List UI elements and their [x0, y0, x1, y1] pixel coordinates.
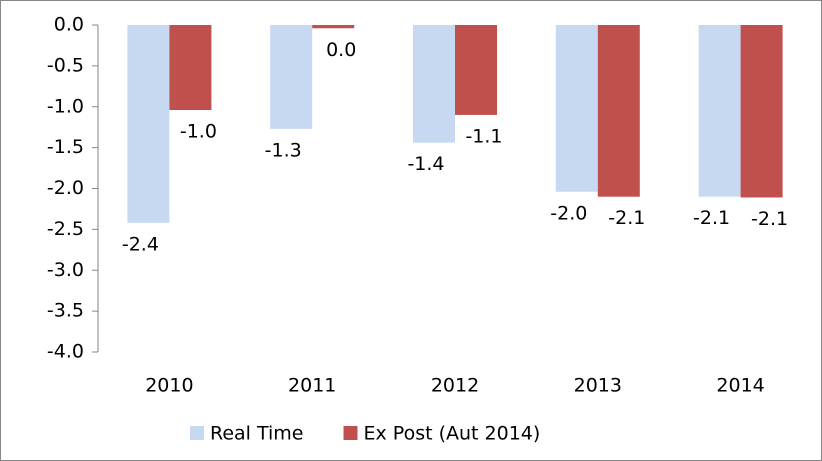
legend-label: Real Time [210, 423, 304, 445]
data-label: -1.1 [465, 125, 502, 147]
bar [597, 25, 640, 197]
data-label: -2.1 [693, 207, 730, 229]
data-label: -2.1 [751, 208, 788, 230]
y-tick-label: -0.5 [47, 54, 84, 76]
bar [169, 25, 212, 111]
y-tick-label: -2.5 [47, 218, 84, 240]
bar [698, 25, 741, 197]
x-tick-label: 2010 [145, 375, 193, 397]
bar [312, 25, 355, 29]
y-tick-label: -3.0 [47, 259, 84, 281]
x-tick-label: 2014 [716, 375, 764, 397]
bar [127, 25, 170, 223]
data-label: -1.3 [265, 139, 302, 161]
bar [270, 25, 313, 129]
bar [413, 25, 455, 143]
data-label: -2.0 [550, 202, 587, 224]
x-tick-label: 2012 [431, 375, 479, 397]
y-tick-label: -1.5 [47, 136, 84, 158]
bar [740, 25, 783, 198]
data-label: -1.0 [180, 121, 217, 143]
y-tick-label: -2.0 [47, 177, 84, 199]
data-label: 0.0 [326, 39, 356, 61]
bar [455, 25, 497, 115]
x-tick-label: 2013 [574, 375, 622, 397]
y-tick-label: -1.0 [47, 95, 84, 117]
y-tick-label: -4.0 [47, 341, 84, 363]
legend-swatch [343, 426, 358, 440]
legend-swatch [190, 426, 204, 440]
data-label: -2.1 [608, 207, 645, 229]
data-label: -1.4 [407, 153, 444, 175]
bar [555, 25, 598, 192]
y-tick-label: 0.0 [54, 14, 84, 36]
data-label: -2.4 [122, 233, 159, 255]
y-tick-label: -3.5 [47, 300, 84, 322]
legend-label: Ex Post (Aut 2014) [364, 423, 541, 445]
x-tick-label: 2011 [288, 375, 336, 397]
